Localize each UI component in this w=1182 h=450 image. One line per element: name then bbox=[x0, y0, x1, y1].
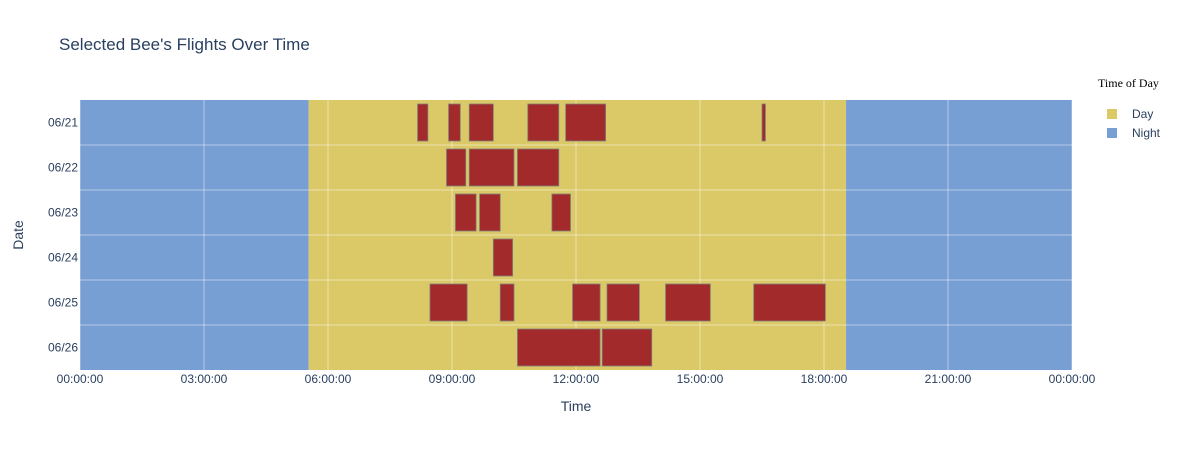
night-bar bbox=[80, 190, 309, 235]
y-tick-label: 06/25 bbox=[48, 296, 78, 310]
night-bar bbox=[846, 235, 1072, 280]
night-bar bbox=[846, 280, 1072, 325]
legend-label: Day bbox=[1132, 107, 1153, 121]
legend: Time of Day Day Night bbox=[1098, 76, 1161, 140]
x-axis-title: Time bbox=[561, 398, 592, 414]
flight-bar bbox=[455, 193, 477, 232]
day-bar bbox=[308, 145, 847, 190]
flight-bar bbox=[479, 193, 501, 232]
y-tick-label: 06/22 bbox=[48, 161, 78, 175]
flight-bar bbox=[527, 103, 560, 142]
flight-bar bbox=[492, 238, 514, 277]
flight-bar bbox=[572, 283, 601, 322]
flight-bar bbox=[601, 328, 653, 367]
legend-label: Night bbox=[1132, 126, 1161, 140]
flight-bar bbox=[761, 103, 766, 142]
y-tick-label: 06/21 bbox=[48, 116, 78, 130]
day-bar bbox=[308, 190, 847, 235]
legend-swatch bbox=[1107, 109, 1117, 119]
flight-bar bbox=[446, 148, 467, 187]
x-tick-label: 15:00:00 bbox=[677, 372, 724, 386]
y-tick-label: 06/24 bbox=[48, 251, 78, 265]
flight-bar bbox=[753, 283, 826, 322]
flight-bar bbox=[565, 103, 607, 142]
x-tick-label: 12:00:00 bbox=[553, 372, 600, 386]
flight-bar bbox=[517, 328, 601, 367]
x-tick-label: 03:00:00 bbox=[181, 372, 228, 386]
night-bar bbox=[80, 235, 309, 280]
night-bar bbox=[846, 325, 1072, 370]
y-tick-labels: 06/21 06/22 06/23 06/24 06/25 06/26 bbox=[48, 116, 78, 355]
flight-bar bbox=[517, 148, 560, 187]
flight-bar bbox=[468, 103, 494, 142]
x-tick-label: 00:00:00 bbox=[57, 372, 104, 386]
flight-bar bbox=[448, 103, 461, 142]
y-tick-label: 06/26 bbox=[48, 341, 78, 355]
plot-area bbox=[79, 100, 1073, 370]
night-bar bbox=[846, 190, 1072, 235]
x-tick-label: 21:00:00 bbox=[925, 372, 972, 386]
x-tick-label: 00:00:00 bbox=[1049, 372, 1096, 386]
flight-bar bbox=[606, 283, 640, 322]
x-tick-label: 09:00:00 bbox=[429, 372, 476, 386]
night-bar bbox=[846, 100, 1072, 145]
flight-bar bbox=[429, 283, 468, 322]
night-bar bbox=[80, 280, 309, 325]
x-tick-label: 06:00:00 bbox=[305, 372, 352, 386]
x-tick-labels: 00:00:00 03:00:00 06:00:00 09:00:00 12:00:00… bbox=[57, 372, 1096, 386]
flight-bar bbox=[468, 148, 515, 187]
night-bar bbox=[80, 325, 309, 370]
night-bar bbox=[80, 100, 309, 145]
night-bar bbox=[846, 145, 1072, 190]
flight-bar bbox=[499, 283, 515, 322]
legend-title: Time of Day bbox=[1098, 76, 1159, 90]
flight-bar bbox=[551, 193, 571, 232]
flight-bar bbox=[665, 283, 711, 322]
night-bar bbox=[80, 145, 309, 190]
day-bar bbox=[308, 235, 847, 280]
legend-swatch bbox=[1107, 128, 1117, 138]
x-tick-label: 18:00:00 bbox=[801, 372, 848, 386]
y-axis-title: Date bbox=[10, 220, 26, 250]
flight-bar bbox=[417, 103, 429, 142]
chart-title: Selected Bee's Flights Over Time bbox=[59, 35, 310, 54]
y-tick-label: 06/23 bbox=[48, 206, 78, 220]
